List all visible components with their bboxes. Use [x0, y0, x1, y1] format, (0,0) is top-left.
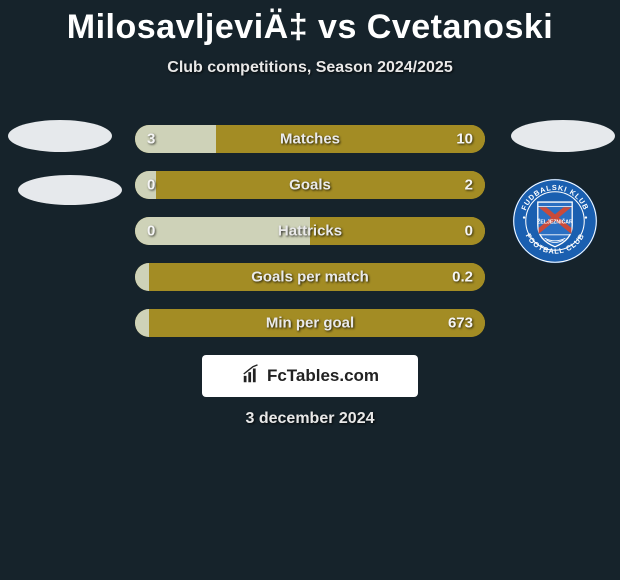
stat-left-value: 0 — [147, 177, 155, 194]
stat-right-value: 0 — [465, 223, 473, 240]
stat-label: Hattricks — [278, 223, 342, 240]
player-right-badge-1 — [511, 120, 615, 152]
stat-label: Matches — [280, 131, 340, 148]
stat-label: Goals — [289, 177, 331, 194]
stat-left-value: 3 — [147, 131, 155, 148]
date-label: 3 december 2024 — [246, 410, 375, 428]
stat-fill-left — [135, 263, 149, 291]
stat-row: 0 0 Hattricks — [135, 217, 485, 245]
stat-right-value: 2 — [465, 177, 473, 194]
stat-row: 0 2 Goals — [135, 171, 485, 199]
footer-brand-box[interactable]: FcTables.com — [202, 355, 418, 397]
stat-row: 673 Min per goal — [135, 309, 485, 337]
crest-center-text: ŽELJEZNIČAR — [537, 218, 573, 226]
chart-icon — [241, 363, 263, 390]
club-crest-right: FUDBALSKI KLUB FOOTBALL CLUB ŽELJEZNIČAR — [512, 178, 598, 264]
stat-fill-left — [135, 309, 149, 337]
stat-left-value: 0 — [147, 223, 155, 240]
stat-fill-right — [216, 125, 486, 153]
stat-right-value: 673 — [448, 315, 473, 332]
stat-row: 3 10 Matches — [135, 125, 485, 153]
footer-brand-label: FcTables.com — [267, 366, 379, 386]
player-left-badge-2 — [18, 175, 122, 205]
stat-right-value: 10 — [456, 131, 473, 148]
stat-label: Goals per match — [251, 269, 369, 286]
stat-right-value: 0.2 — [452, 269, 473, 286]
subtitle: Club competitions, Season 2024/2025 — [0, 59, 620, 77]
page-title: MilosavljeviÄ‡ vs Cvetanoski — [0, 0, 620, 47]
stat-row: 0.2 Goals per match — [135, 263, 485, 291]
stats-container: 3 10 Matches 0 2 Goals 0 0 Hattricks 0.2 Goals per… — [135, 125, 485, 355]
player-left-badge-1 — [8, 120, 112, 152]
stat-label: Min per goal — [266, 315, 354, 332]
